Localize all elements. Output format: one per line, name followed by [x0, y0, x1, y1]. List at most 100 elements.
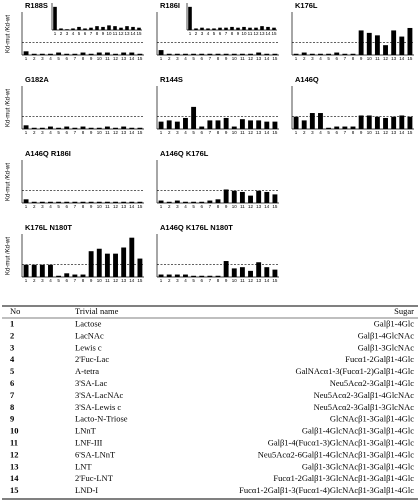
bar	[80, 52, 86, 55]
bar	[366, 115, 372, 129]
bar	[83, 28, 87, 30]
x-tick-label: 9	[102, 31, 105, 36]
bar	[242, 26, 246, 30]
bar	[272, 53, 278, 55]
x-tick-label: 3	[201, 31, 204, 36]
x-tick-label: 9	[225, 204, 228, 209]
bar	[309, 53, 315, 55]
bar	[199, 53, 205, 55]
bar	[56, 201, 62, 203]
bar	[174, 121, 180, 129]
bar	[48, 126, 53, 129]
x-tick-label: 7	[74, 204, 77, 209]
x-tick-label: 13	[256, 130, 262, 135]
table-cell: LNnT	[75, 426, 97, 436]
bar	[399, 115, 405, 129]
bar	[309, 113, 315, 129]
x-tick-label: 10	[97, 204, 103, 209]
x-tick-label: 13	[391, 56, 397, 61]
x-tick-label: 1	[25, 130, 28, 135]
bar	[64, 273, 70, 277]
bar	[318, 53, 323, 55]
bar	[71, 28, 75, 30]
chart-title: A146Q	[295, 75, 319, 84]
x-tick-label: 9	[360, 56, 363, 61]
x-tick-label: 14	[129, 130, 135, 135]
bar	[374, 35, 380, 55]
table-cell: 3'SA-LacNAc	[75, 390, 123, 400]
bar	[266, 26, 270, 30]
bar	[174, 53, 180, 55]
x-tick-label: 9	[225, 278, 228, 283]
bar	[199, 126, 205, 129]
bar	[137, 27, 141, 30]
bar	[137, 127, 143, 129]
x-tick-label: 2	[33, 56, 36, 61]
table-header: Trivial name	[75, 306, 119, 316]
x-tick-label: 13	[121, 56, 127, 61]
bar	[350, 126, 356, 129]
x-tick-label: 13	[391, 130, 397, 135]
x-tick-label: 15	[272, 56, 278, 61]
table-cell: Neu5Acα2-3Galβ1-3GlcNAc	[314, 402, 415, 412]
x-tick-label: 12	[248, 56, 254, 61]
bar	[72, 274, 78, 277]
y-axis-label: Kd-mut /Kd-wt	[6, 237, 12, 275]
x-tick-label: 2	[168, 278, 171, 283]
table-cell: 3'SA-Lewis c	[75, 402, 121, 412]
x-tick-label: 13	[259, 31, 265, 36]
bar	[188, 6, 192, 30]
table-cell: 6'SA-LNnT	[75, 449, 116, 459]
x-tick-label: 4	[49, 130, 52, 135]
x-tick-label: 9	[237, 31, 240, 36]
bar	[391, 116, 397, 129]
bar	[64, 126, 70, 129]
x-tick-label: 8	[231, 31, 234, 36]
x-tick-label: 15	[272, 204, 278, 209]
y-axis-label: Kd-mut /Kd-wt	[6, 15, 12, 53]
table-cell: 6	[10, 378, 14, 388]
table-cell: 3	[10, 342, 14, 352]
x-tick-label: 8	[352, 56, 355, 61]
chart-title: A146Q R186I	[25, 149, 71, 158]
x-tick-label: 13	[256, 204, 262, 209]
x-tick-label: 15	[137, 56, 143, 61]
x-tick-label: 10	[232, 204, 238, 209]
chart-title: K176L N180T	[25, 223, 72, 232]
x-tick-label: 15	[272, 278, 278, 283]
x-tick-label: 5	[327, 130, 330, 135]
bar	[129, 237, 135, 277]
x-tick-label: 15	[407, 56, 413, 61]
bar	[334, 126, 340, 129]
bar	[96, 248, 102, 277]
x-tick-label: 10	[232, 130, 238, 135]
x-tick-label: 14	[264, 56, 270, 61]
bar	[39, 201, 45, 203]
x-tick-label: 12	[113, 130, 119, 135]
x-tick-label: 4	[49, 204, 52, 209]
x-tick-label: 10	[97, 278, 103, 283]
bar	[207, 275, 213, 277]
bar	[206, 28, 210, 30]
bar	[137, 201, 143, 203]
x-tick-label: 13	[256, 278, 262, 283]
x-tick-label: 3	[176, 204, 179, 209]
bar	[88, 251, 94, 277]
bar	[248, 195, 253, 203]
x-tick-label: 11	[240, 278, 245, 283]
inset-frame	[50, 2, 142, 38]
x-tick-label: 6	[200, 278, 203, 283]
x-tick-label: 11	[105, 130, 110, 135]
bar	[383, 45, 388, 55]
bar	[264, 267, 270, 277]
bar	[342, 126, 348, 129]
bar	[358, 30, 364, 55]
x-tick-label: 3	[176, 130, 179, 135]
x-tick-label: 6	[335, 130, 338, 135]
bar	[207, 120, 213, 129]
bar	[407, 27, 413, 55]
x-tick-label: 10	[241, 31, 247, 36]
chart-title: R186I	[160, 1, 180, 10]
bar	[223, 117, 229, 129]
bar	[218, 27, 222, 30]
